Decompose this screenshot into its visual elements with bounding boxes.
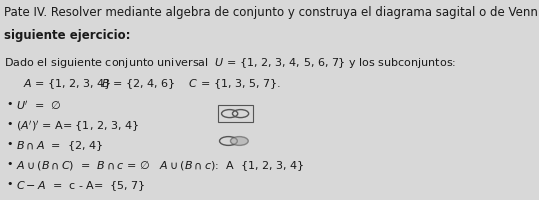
- Text: $(A')'$ = A= {1, 2, 3, 4}: $(A')'$ = A= {1, 2, 3, 4}: [16, 119, 140, 134]
- Text: $A$ = {1, 2, 3, 4}: $A$ = {1, 2, 3, 4}: [16, 77, 112, 91]
- Text: •: •: [6, 159, 12, 169]
- Circle shape: [231, 137, 248, 145]
- Text: •: •: [6, 139, 12, 149]
- Text: siguiente ejercicio:: siguiente ejercicio:: [4, 29, 130, 42]
- Text: Dado el siguiente conjunto universal  $U$ = {1, 2, 3, 4, 5, 6, 7} y los subconju: Dado el siguiente conjunto universal $U$…: [4, 56, 456, 70]
- Text: $C$ = {1, 3, 5, 7}.: $C$ = {1, 3, 5, 7}.: [150, 77, 280, 91]
- Text: $C - A$  =  c - A=  {5, 7}: $C - A$ = c - A= {5, 7}: [16, 179, 146, 193]
- Text: •: •: [6, 99, 12, 109]
- FancyBboxPatch shape: [218, 105, 253, 122]
- Text: •: •: [6, 119, 12, 129]
- Text: •: •: [6, 179, 12, 189]
- Text: $B\cap A$  =  {2, 4}: $B\cap A$ = {2, 4}: [16, 139, 103, 153]
- Text: $A\cup(B\cap C)$  =  $B\cap c$ = $\emptyset$   $A\cup(B\cap c)$:  A  {1, 2, 3, 4: $A\cup(B\cap C)$ = $B\cap c$ = $\emptyse…: [16, 159, 305, 173]
- Text: $U'$  =  $\emptyset$: $U'$ = $\emptyset$: [16, 99, 62, 112]
- Text: Pate IV. Resolver mediante algebra de conjunto y construya el diagrama sagital o: Pate IV. Resolver mediante algebra de co…: [4, 6, 539, 19]
- Text: $B$ = {2, 4, 6}: $B$ = {2, 4, 6}: [87, 77, 175, 91]
